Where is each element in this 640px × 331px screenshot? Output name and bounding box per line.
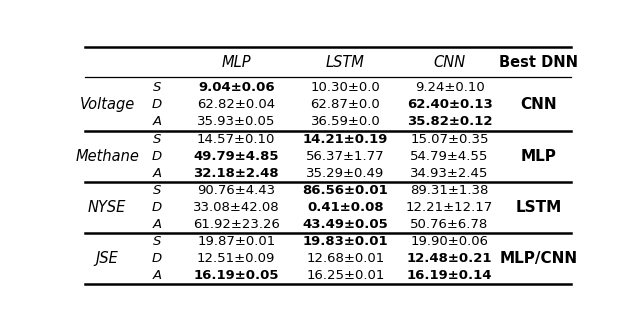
Text: MLP: MLP <box>221 55 251 70</box>
Text: 15.07±0.35: 15.07±0.35 <box>410 133 489 146</box>
Text: 19.90±0.06: 19.90±0.06 <box>410 235 488 248</box>
Text: 16.19±0.14: 16.19±0.14 <box>407 269 492 282</box>
Text: LSTM: LSTM <box>516 200 562 215</box>
Text: 12.21±12.17: 12.21±12.17 <box>406 201 493 214</box>
Text: 36.59±0.0: 36.59±0.0 <box>310 116 380 128</box>
Text: 16.19±0.05: 16.19±0.05 <box>193 269 279 282</box>
Text: 9.24±0.10: 9.24±0.10 <box>415 81 484 94</box>
Text: 34.93±2.45: 34.93±2.45 <box>410 167 489 180</box>
Text: 49.79±4.85: 49.79±4.85 <box>193 150 279 163</box>
Text: D: D <box>152 201 162 214</box>
Text: D: D <box>152 98 162 111</box>
Text: Methane: Methane <box>76 149 140 164</box>
Text: A: A <box>152 116 161 128</box>
Text: 62.82±0.04: 62.82±0.04 <box>197 98 275 111</box>
Text: 89.31±1.38: 89.31±1.38 <box>410 184 489 197</box>
Text: S: S <box>153 235 161 248</box>
Text: 35.93±0.05: 35.93±0.05 <box>197 116 275 128</box>
Text: 12.68±0.01: 12.68±0.01 <box>306 252 385 265</box>
Text: 19.83±0.01: 19.83±0.01 <box>303 235 388 248</box>
Text: 16.25±0.01: 16.25±0.01 <box>306 269 385 282</box>
Text: A: A <box>152 218 161 231</box>
Text: LSTM: LSTM <box>326 55 365 70</box>
Text: A: A <box>152 269 161 282</box>
Text: 35.82±0.12: 35.82±0.12 <box>407 116 492 128</box>
Text: JSE: JSE <box>96 251 118 266</box>
Text: 90.76±4.43: 90.76±4.43 <box>197 184 275 197</box>
Text: 14.21±0.19: 14.21±0.19 <box>303 133 388 146</box>
Text: 54.79±4.55: 54.79±4.55 <box>410 150 489 163</box>
Text: 9.04±0.06: 9.04±0.06 <box>198 81 275 94</box>
Text: D: D <box>152 150 162 163</box>
Text: 14.57±0.10: 14.57±0.10 <box>197 133 275 146</box>
Text: 10.30±0.0: 10.30±0.0 <box>310 81 380 94</box>
Text: 33.08±42.08: 33.08±42.08 <box>193 201 280 214</box>
Text: 35.29±0.49: 35.29±0.49 <box>306 167 385 180</box>
Text: 12.48±0.21: 12.48±0.21 <box>407 252 492 265</box>
Text: S: S <box>153 133 161 146</box>
Text: 12.51±0.09: 12.51±0.09 <box>197 252 275 265</box>
Text: 0.41±0.08: 0.41±0.08 <box>307 201 383 214</box>
Text: S: S <box>153 81 161 94</box>
Text: NYSE: NYSE <box>88 200 127 215</box>
Text: D: D <box>152 252 162 265</box>
Text: MLP/CNN: MLP/CNN <box>500 251 578 266</box>
Text: 86.56±0.01: 86.56±0.01 <box>303 184 388 197</box>
Text: A: A <box>152 167 161 180</box>
Text: CNN: CNN <box>520 97 557 112</box>
Text: 50.76±6.78: 50.76±6.78 <box>410 218 489 231</box>
Text: 19.87±0.01: 19.87±0.01 <box>197 235 275 248</box>
Text: Best DNN: Best DNN <box>499 55 579 70</box>
Text: 56.37±1.77: 56.37±1.77 <box>306 150 385 163</box>
Text: S: S <box>153 184 161 197</box>
Text: 32.18±2.48: 32.18±2.48 <box>193 167 279 180</box>
Text: MLP: MLP <box>521 149 557 164</box>
Text: 43.49±0.05: 43.49±0.05 <box>303 218 388 231</box>
Text: 61.92±23.26: 61.92±23.26 <box>193 218 280 231</box>
Text: 62.40±0.13: 62.40±0.13 <box>406 98 492 111</box>
Text: CNN: CNN <box>433 55 466 70</box>
Text: 62.87±0.0: 62.87±0.0 <box>310 98 380 111</box>
Text: Voltage: Voltage <box>79 97 135 112</box>
